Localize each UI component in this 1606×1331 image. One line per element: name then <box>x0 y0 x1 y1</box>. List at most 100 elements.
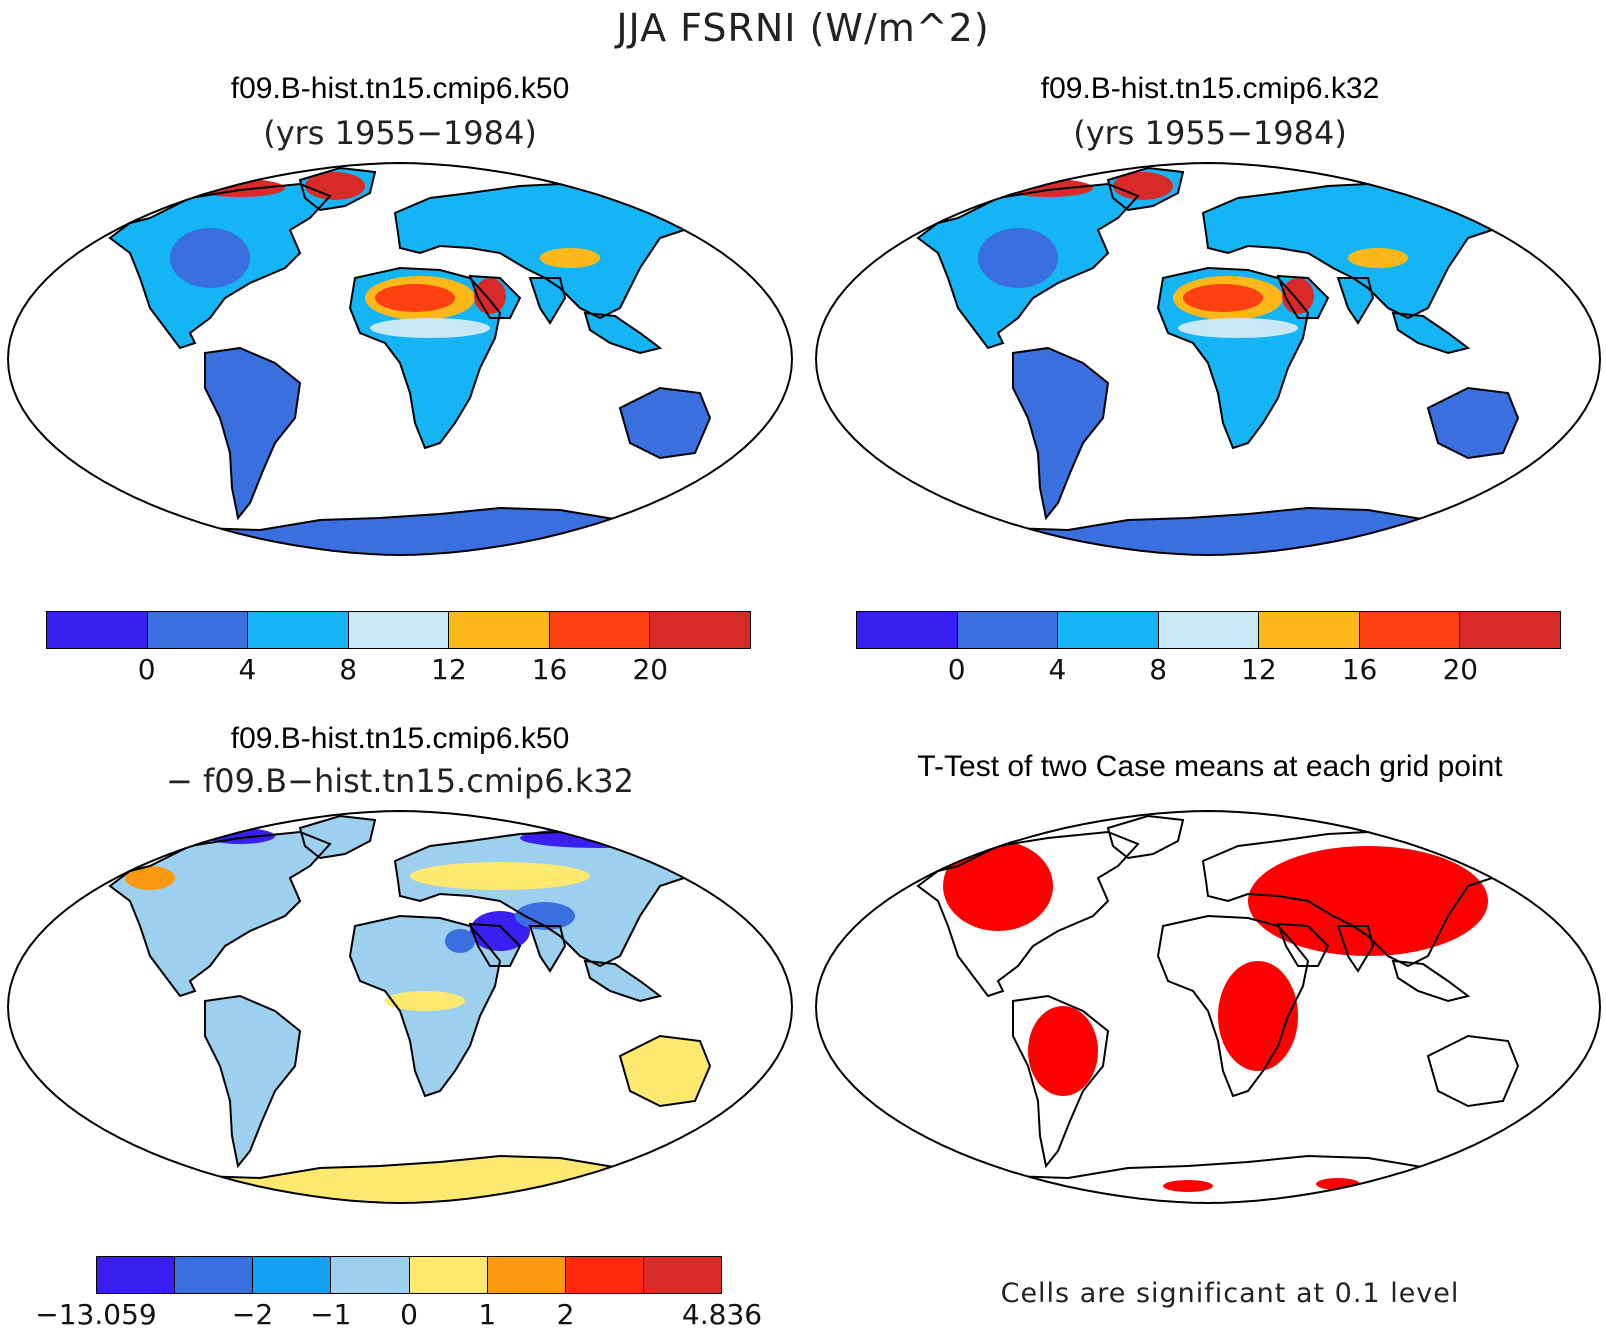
region-sahel <box>1178 318 1298 338</box>
colorbar-tick-label: 20 <box>632 653 669 686</box>
coastline-arabia <box>468 274 522 319</box>
colorbar-swatch <box>549 612 651 648</box>
coastline-antarctica <box>128 506 732 555</box>
colorbar-k50 <box>46 611 751 649</box>
panel4-title: T-Test of two Case means at each grid po… <box>917 750 1503 783</box>
colorbar-tick-label: 16 <box>1341 653 1378 686</box>
colorbar-swatch <box>248 612 349 648</box>
coastline-samerica <box>204 994 302 1169</box>
panel3-subtitle: − f09.B−hist.tn15.cmip6.k32 <box>166 762 634 800</box>
colorbar-swatch <box>565 1257 644 1293</box>
map-frame <box>814 809 1602 1205</box>
map-content <box>816 163 1600 555</box>
region-sahara-core <box>1183 284 1263 312</box>
land-seasia <box>1393 313 1468 353</box>
colorbar-tick-label: 0 <box>947 653 966 686</box>
colorbar-swatch <box>857 612 958 648</box>
region-tibet <box>540 248 600 268</box>
figure-title: JJA FSRNI (W/m^2) <box>616 6 990 50</box>
coastline-india <box>528 277 567 325</box>
coastline-samerica <box>1012 994 1110 1169</box>
map-panel-ttest <box>814 809 1602 1205</box>
region-alaska <box>125 866 175 890</box>
panel2-title: f09.B-hist.tn15.cmip6.k32 <box>1040 72 1380 105</box>
coastline-arabia <box>468 922 522 967</box>
colorbar-swatch <box>97 1257 176 1293</box>
land-australia <box>620 1036 710 1106</box>
land-samerica <box>205 348 300 518</box>
land-seasia <box>585 313 660 353</box>
coastline-greenland <box>1106 166 1185 212</box>
colorbar-tick-label: 4 <box>238 653 257 686</box>
colorbar-tick-label: 2 <box>556 1298 575 1331</box>
coastline-arabia <box>1276 274 1330 319</box>
region-sig-africa <box>1218 961 1298 1071</box>
land-samerica <box>205 996 300 1166</box>
land-australia <box>1428 1036 1518 1106</box>
land-australia <box>620 388 710 458</box>
coastline-antarctica <box>128 1154 732 1203</box>
land-seasia <box>1393 961 1468 1001</box>
coastline-seasia <box>1391 311 1471 355</box>
coastline-namerica <box>916 182 1140 350</box>
colorbar-swatch <box>348 612 450 648</box>
colorbar-swatch <box>1359 612 1461 648</box>
coastline-namerica <box>108 182 332 350</box>
colorbar-swatch <box>1058 612 1159 648</box>
coastline-seasia <box>583 959 663 1003</box>
colorbar-tick-label: −2 <box>231 1298 274 1331</box>
colorbar-swatch <box>409 1257 488 1293</box>
map-panel-k32 <box>814 161 1602 557</box>
colorbar-tick-label: 8 <box>1149 653 1168 686</box>
region-egypt <box>445 929 475 953</box>
coastline-india <box>1336 277 1375 325</box>
coastline-greenland <box>298 166 377 212</box>
colorbar-difference <box>96 1256 722 1294</box>
colorbar-tick-label: 0 <box>400 1298 418 1331</box>
panel2-subtitle: (yrs 1955−1984) <box>1073 114 1347 152</box>
region-sig-samerica <box>1028 1006 1098 1096</box>
coastline-samerica <box>1012 346 1110 521</box>
colorbar-swatch <box>331 1257 410 1293</box>
map-panel-difference <box>6 809 794 1205</box>
region-sig-eurasia <box>1248 846 1488 956</box>
coastline-australia <box>618 1034 712 1108</box>
colorbar-swatch <box>1460 612 1561 648</box>
colorbar-swatch <box>650 612 751 648</box>
region-siberia <box>520 828 680 848</box>
map-frame <box>814 161 1602 557</box>
colorbar-swatch <box>1259 612 1360 648</box>
colorbar-swatch <box>957 612 1059 648</box>
colorbar-tick-label: 4 <box>1048 653 1067 686</box>
region-sahara-core <box>375 284 455 312</box>
coastline-australia <box>1426 386 1520 460</box>
coastline-india <box>528 925 567 973</box>
coastline-arabia <box>1276 922 1330 967</box>
region-sig-antarctica-1 <box>1163 1180 1213 1192</box>
colorbar-tick-label: −13.059 <box>35 1298 157 1331</box>
significance-note: Cells are significant at 0.1 level <box>1000 1278 1460 1309</box>
coastline-greenland <box>298 814 377 860</box>
region-arabia <box>474 278 506 314</box>
coastline-namerica <box>108 830 332 998</box>
land-seasia <box>585 961 660 1001</box>
colorbar-swatch <box>47 612 148 648</box>
coastline-seasia <box>1391 959 1471 1003</box>
map-content <box>816 811 1600 1203</box>
map-frame <box>6 809 794 1205</box>
land-australia <box>1428 388 1518 458</box>
colorbar-tick-label: 8 <box>339 653 358 686</box>
colorbar-tick-label: 20 <box>1442 653 1479 686</box>
colorbar-tick-label: 4.836 <box>681 1298 763 1331</box>
colorbar-tick-label: 12 <box>431 653 467 686</box>
colorbar-swatch <box>1158 612 1260 648</box>
region-eurasia-band <box>410 862 590 890</box>
coastline-greenland <box>1106 814 1185 860</box>
colorbar-swatch <box>253 1257 332 1293</box>
coastline-namerica <box>916 830 1140 998</box>
coastline-australia <box>1426 1034 1520 1108</box>
land-eurasia <box>395 183 690 318</box>
region-tibet <box>1348 248 1408 268</box>
colorbar-tick-label: 12 <box>1241 653 1277 686</box>
land-eurasia <box>1203 183 1498 318</box>
